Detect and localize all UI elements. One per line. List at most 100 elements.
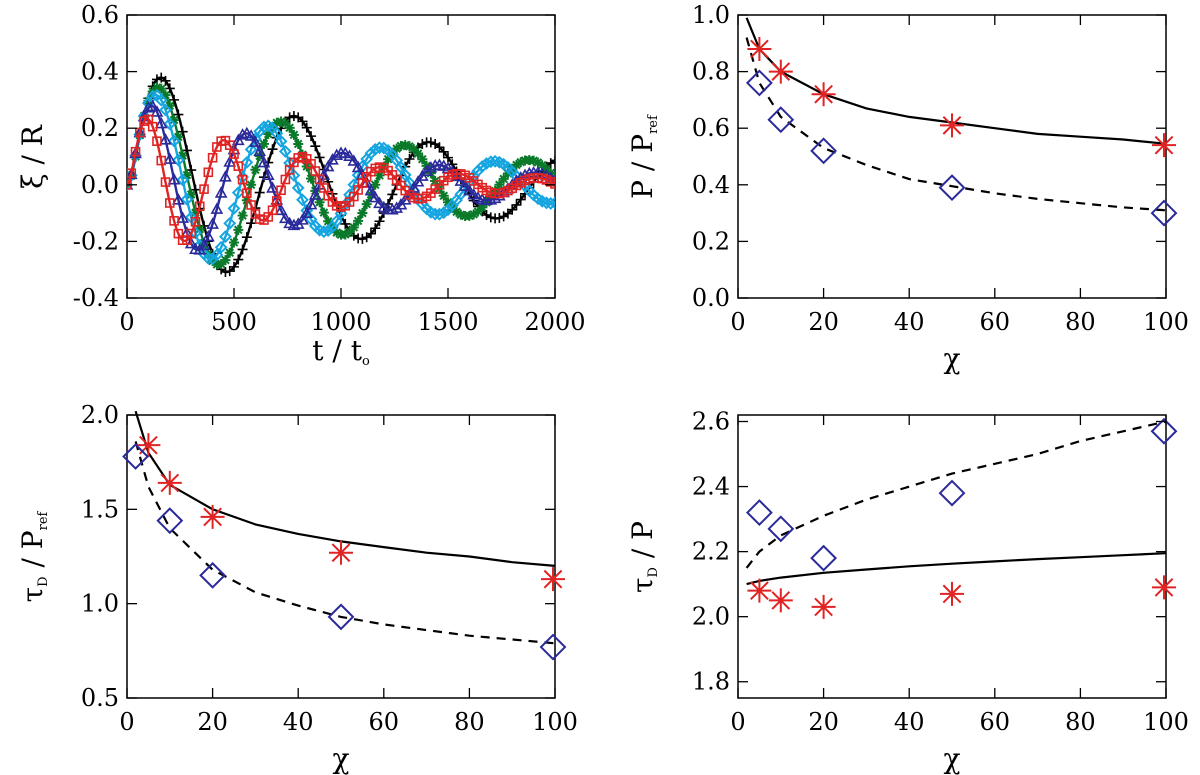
x-tick-label: 2000 — [524, 308, 585, 336]
data-point-square — [203, 167, 214, 178]
x-axis-label: χ — [944, 342, 961, 375]
data-point-diamond — [156, 507, 184, 535]
data-point-plus — [365, 228, 376, 239]
y-tick-label: -0.2 — [73, 227, 119, 255]
y-tick-label: 0.5 — [81, 684, 119, 712]
data-point-asterisk — [237, 210, 248, 221]
data-point-diamond — [471, 164, 485, 178]
ylabel-p: / P — [626, 521, 659, 567]
data-point-plus — [485, 212, 496, 223]
data-point-asterisk — [438, 190, 449, 201]
data-point-triangle — [454, 174, 468, 186]
data-point-plus — [387, 189, 398, 200]
data-point-square — [147, 121, 158, 132]
data-point-square — [229, 149, 239, 159]
y-tick-label: 0.8 — [692, 58, 730, 86]
data-point-plus — [374, 216, 385, 227]
data-point-diamond — [437, 206, 451, 220]
data-point-asterisk — [400, 140, 411, 151]
data-point-triangle — [424, 161, 438, 173]
data-point-triangle — [176, 211, 189, 223]
data-point-asterisk — [451, 206, 462, 217]
data-point-triangle — [484, 193, 498, 205]
data-point-diamond — [321, 224, 335, 237]
data-point-diamond — [317, 225, 331, 239]
data-point-asterisk — [151, 82, 162, 93]
data-point-asterisk — [318, 207, 329, 218]
ylabel-tau: τ — [16, 587, 49, 603]
data-point-square — [233, 161, 244, 171]
data-point-square — [242, 188, 252, 198]
data-point-plus — [301, 122, 312, 133]
data-point-diamond — [1150, 417, 1178, 445]
y-tick-label: 1.0 — [692, 1, 730, 29]
y-tick-label: 1.5 — [81, 495, 119, 523]
data-point-plus — [254, 187, 265, 198]
plot-frame — [737, 414, 1167, 699]
data-point-diamond — [373, 141, 386, 155]
data-point-asterisk — [455, 209, 466, 220]
data-point-square — [190, 216, 201, 227]
data-point-asterisk — [216, 259, 227, 270]
data-point-diamond — [219, 230, 232, 244]
data-point-plus — [237, 244, 248, 255]
data-point-asterisk — [811, 82, 836, 107]
data-point-triangle — [154, 116, 168, 129]
data-point-plus — [306, 131, 317, 142]
data-point-diamond — [475, 160, 489, 173]
data-point-asterisk — [404, 141, 415, 152]
data-point-asterisk — [284, 122, 295, 133]
x-tick-label: 40 — [283, 708, 314, 736]
y-tick-label: 2.0 — [692, 603, 730, 631]
data-point-square — [127, 168, 137, 179]
data-point-square — [550, 179, 555, 189]
data-point-triangle — [373, 196, 386, 209]
data-point-asterisk — [280, 118, 291, 129]
x-tick-label: 60 — [369, 708, 400, 736]
x-tick-label: 20 — [808, 708, 839, 736]
data-point-triangle — [343, 149, 356, 161]
x-tick-label: 60 — [980, 308, 1011, 336]
data-point-asterisk — [177, 150, 188, 161]
data-point-asterisk — [258, 138, 269, 149]
data-point-triangle — [270, 193, 284, 205]
y-tick-label: 2.2 — [692, 538, 730, 566]
data-point-triangle — [266, 181, 279, 193]
data-point-diamond — [159, 103, 172, 117]
data-point-diamond — [810, 137, 838, 165]
data-point-plus — [246, 218, 257, 229]
data-point-square — [271, 196, 282, 206]
data-point-plus — [169, 94, 180, 105]
data-point-square — [267, 205, 278, 216]
y-tick-label: 0.0 — [692, 284, 730, 312]
data-point-asterisk — [374, 170, 385, 181]
data-point-asterisk — [747, 578, 772, 603]
data-point-diamond — [364, 146, 378, 160]
panel-period: 0 20 40 60 80 100 0.0 0.2 0.4 0.6 0.8 1.0 χ P / Pre… — [626, 1, 1189, 375]
data-point-asterisk — [528, 155, 539, 166]
panel-damping-ratio: 0 20 40 60 80 100 1.8 2.0 2.2 2.4 2.6 χ τD / P — [626, 408, 1189, 775]
data-point-asterisk — [532, 157, 543, 168]
data-point-asterisk — [173, 131, 184, 142]
data-point-diamond — [244, 143, 258, 156]
data-point-diamond — [180, 192, 194, 206]
y-axis-label: τD / P — [626, 521, 661, 593]
data-point-triangle — [219, 170, 232, 182]
data-point-plus — [314, 152, 325, 163]
data-point-plus — [220, 266, 231, 277]
data-point-diamond — [296, 193, 309, 207]
data-point-plus — [443, 152, 453, 163]
x-tick-label: 20 — [197, 708, 228, 736]
x-tick-label: 0 — [730, 708, 745, 736]
data-point-diamond — [767, 515, 795, 543]
data-point-triangle — [197, 238, 211, 251]
data-point-triangle — [300, 206, 314, 218]
data-point-asterisk — [408, 144, 419, 155]
ylabel-p: / P — [16, 530, 49, 576]
data-point-diamond — [745, 499, 773, 527]
y-tick-label: 0.4 — [81, 58, 119, 86]
data-point-triangle — [172, 193, 185, 205]
data-point-diamond — [227, 201, 241, 215]
x-axis-label: χ — [944, 742, 961, 775]
